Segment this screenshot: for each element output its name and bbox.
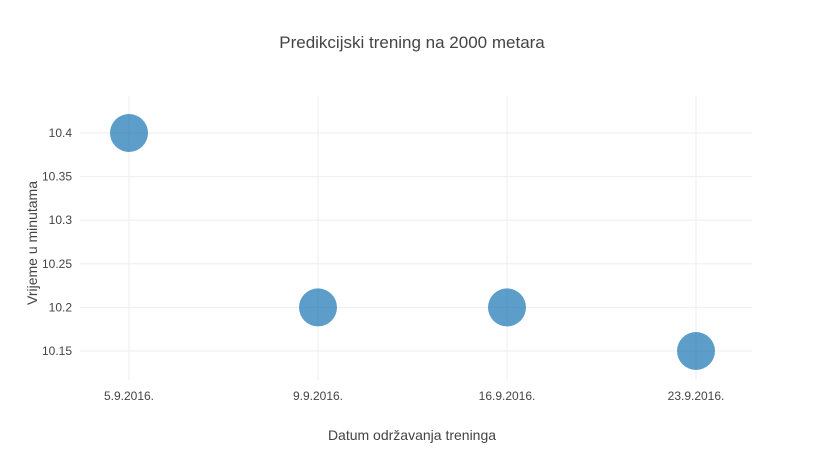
data-point[interactable] bbox=[110, 114, 148, 152]
data-points bbox=[110, 114, 715, 370]
data-point[interactable] bbox=[299, 288, 337, 327]
x-tick-label: 16.9.2016. bbox=[479, 389, 536, 403]
y-tick-label: 10.25 bbox=[42, 257, 72, 271]
y-tick-label: 10.35 bbox=[42, 170, 72, 184]
gridlines bbox=[80, 96, 752, 380]
y-tick-label: 10.2 bbox=[49, 300, 73, 314]
y-tick-label: 10.4 bbox=[49, 126, 73, 140]
y-axis-title: Vrijeme u minutama bbox=[24, 181, 40, 305]
x-tick-label: 9.9.2016. bbox=[293, 389, 343, 403]
x-axis-ticks: 5.9.2016. 9.9.2016. 16.9.2016. 23.9.2016. bbox=[104, 389, 724, 403]
y-tick-label: 10.15 bbox=[42, 344, 72, 358]
data-point[interactable] bbox=[488, 288, 526, 327]
x-axis-title: Datum održavanja treninga bbox=[328, 427, 496, 443]
chart-title: Predikcijski trening na 2000 metara bbox=[279, 33, 545, 52]
data-point[interactable] bbox=[677, 332, 715, 370]
y-axis-ticks: 10.15 10.2 10.25 10.3 10.35 10.4 bbox=[42, 126, 72, 358]
y-tick-label: 10.3 bbox=[49, 213, 73, 227]
x-tick-label: 23.9.2016. bbox=[668, 389, 725, 403]
x-tick-label: 5.9.2016. bbox=[104, 389, 154, 403]
